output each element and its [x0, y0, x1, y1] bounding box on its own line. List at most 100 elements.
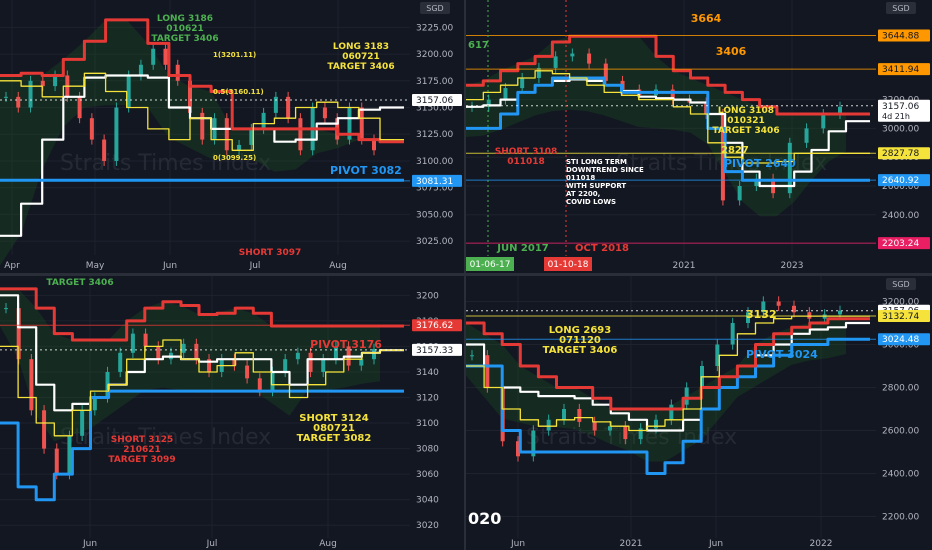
x-tick-label: 2022 [810, 539, 833, 549]
price-label: 3024.48 [882, 335, 919, 345]
annotation-text: 0.5(3160.11) [213, 88, 264, 96]
chart-pane-top-left[interactable]: Straits Times Index 3225.00 3200.00 3175.00… [0, 0, 464, 273]
annotation-text: 060721 [342, 52, 380, 62]
y-tick-label: 3125.00 [416, 130, 453, 140]
candle-body [143, 333, 148, 347]
price-label-box [878, 147, 930, 160]
resistance-line[interactable] [0, 287, 404, 342]
candle-body [295, 352, 300, 360]
candle-body [520, 78, 525, 89]
candle-body [603, 63, 608, 81]
base-line[interactable] [466, 321, 870, 432]
candle-body [80, 410, 85, 436]
chart-pane-bottom-right[interactable]: Straits Times Index 3200.00 3000.00 2800.00… [466, 276, 932, 550]
date-tag [466, 257, 514, 271]
annotation-text: 010621 [166, 24, 204, 34]
y-tick-label: 3175.00 [416, 77, 453, 87]
currency-badge [886, 278, 916, 290]
candle-body [503, 88, 508, 100]
candle-body [232, 359, 237, 366]
candle-body [237, 144, 242, 151]
y-tick-label: 3000.00 [882, 341, 919, 351]
candle-body [372, 139, 376, 151]
candle-body [838, 310, 842, 315]
candle-body [16, 96, 21, 108]
candle-body [175, 64, 180, 81]
candle-body [16, 308, 21, 360]
y-tick-label: 3225.00 [416, 23, 453, 33]
candle-body [821, 114, 826, 129]
date-tag-label: 01-10-18 [548, 260, 589, 270]
price-label: 3157.06 [416, 96, 453, 106]
price-label-countdown: 4d 21h [882, 112, 910, 121]
candle-body [546, 419, 551, 431]
annotation-text: 011018 [507, 157, 545, 167]
candle-body [485, 355, 490, 388]
x-tick-label: 2023 [781, 261, 804, 271]
candle-body [792, 305, 796, 313]
date-tag-label: 01-06-17 [470, 260, 511, 270]
conversion-line[interactable] [0, 339, 404, 437]
price-axis[interactable] [876, 0, 932, 273]
watermark-text: Straits Times Index [60, 151, 271, 176]
y-tick-label: 3120 [416, 394, 439, 404]
candle-body [118, 352, 123, 372]
y-tick-label: 3075.00 [416, 184, 453, 194]
annotation-text: SHORT 3124 [299, 413, 369, 424]
candle-body [486, 99, 491, 107]
currency-badge-text: SGD [426, 4, 443, 13]
candle-body [4, 308, 8, 310]
price-label: 3411.94 [882, 65, 919, 75]
candle-body [54, 448, 59, 475]
candle-body [261, 112, 266, 129]
y-tick-label: 3025.00 [416, 237, 453, 247]
annotation-text: DOWNTREND SINCE [566, 166, 644, 174]
annotation-text: WITH SUPPORT [566, 182, 626, 190]
price-label: 3132.74 [882, 312, 919, 322]
candle-body [776, 301, 781, 306]
candle-body [29, 359, 34, 411]
candle-body [188, 80, 192, 113]
pivot-line[interactable] [466, 337, 870, 475]
candle-body [372, 348, 376, 360]
candle-body [754, 178, 759, 186]
price-label-box [878, 237, 930, 250]
annotation-text: 3132 [746, 308, 777, 321]
candle-body [720, 114, 725, 201]
y-tick-label: 3200.00 [882, 298, 919, 308]
ichimoku-cloud [466, 318, 846, 462]
price-label-box [412, 343, 462, 356]
candle-body [89, 118, 94, 140]
candle-body [804, 128, 809, 143]
y-tick-label: 3060 [416, 470, 439, 480]
chart-pane-top-right[interactable]: Straits Times Index3200.003000.002800.00… [466, 0, 932, 273]
annotation-text: 011018 [566, 174, 595, 182]
y-tick-label: 3040 [416, 496, 439, 506]
watermark-text: Straits Times Index [60, 425, 271, 450]
annotation-text: 1(3201.11) [213, 51, 256, 59]
resistance-line[interactable] [466, 34, 870, 116]
horizontal-divider[interactable] [0, 273, 932, 276]
price-axis[interactable] [410, 0, 464, 273]
price-label-box [878, 174, 930, 187]
candle-body [207, 359, 212, 372]
conversion-line[interactable] [0, 72, 404, 151]
conversion-line[interactable] [466, 315, 870, 432]
candle-body [746, 312, 750, 323]
candle-body [704, 102, 709, 114]
annotation-text: TARGET 3406 [151, 34, 218, 44]
annotation-text: 3406 [716, 45, 747, 58]
conversion-line[interactable] [466, 70, 870, 164]
resistance-line[interactable] [0, 18, 404, 144]
currency-badge-text: SGD [892, 280, 909, 289]
candle-body [761, 301, 766, 313]
annotation-text: PIVOT 3024 [746, 348, 818, 361]
price-label-box [878, 29, 930, 42]
pivot-line[interactable] [0, 389, 404, 502]
candle-body [308, 352, 313, 372]
y-tick-label: 2800.00 [882, 384, 919, 394]
chart-pane-bottom-left[interactable]: Straits Times Index320031803160314031203… [0, 276, 464, 550]
candle-body [838, 106, 842, 114]
price-label: 3157.33 [416, 346, 453, 356]
